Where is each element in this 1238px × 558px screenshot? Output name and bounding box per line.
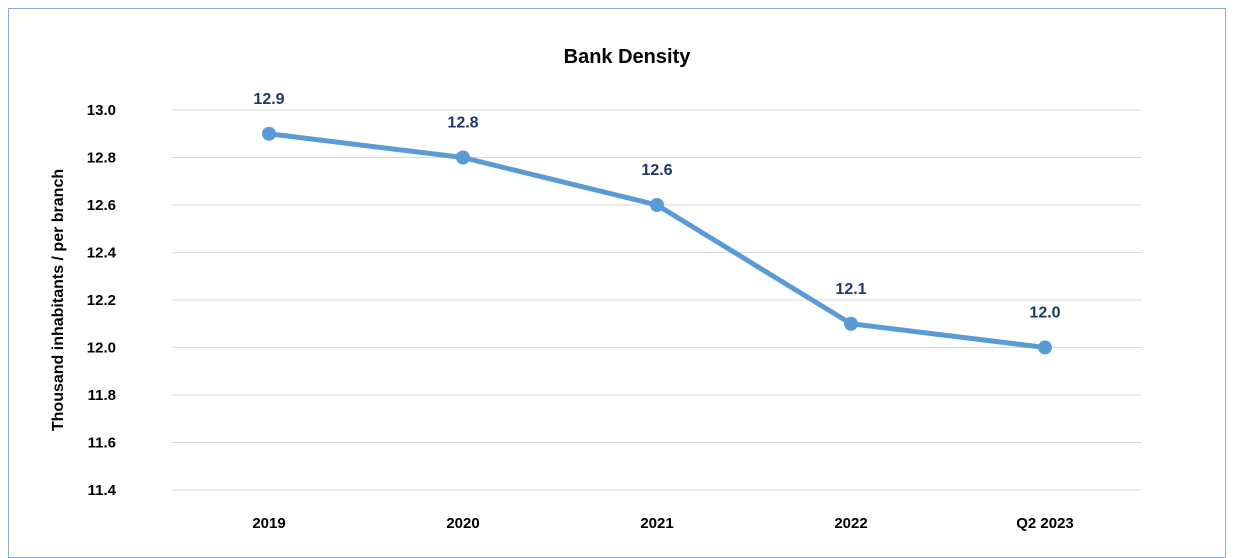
data-label: 12.6 [641, 162, 672, 179]
data-point [650, 198, 664, 212]
x-axis-ticks: 2019 2020 2021 2022 Q2 2023 [252, 515, 1073, 532]
data-label: 12.1 [835, 281, 866, 298]
y-tick-label: 11.4 [88, 482, 117, 499]
x-tick-label: 2021 [640, 515, 673, 532]
y-tick-label: 13.0 [87, 102, 116, 119]
y-tick-label: 12.0 [87, 340, 116, 357]
y-tick-label: 12.8 [87, 150, 116, 167]
y-tick-label: 11.6 [88, 435, 116, 452]
y-axis-label: Thousand inhabitants / per branch [50, 169, 67, 431]
x-tick-label: Q2 2023 [1016, 515, 1074, 532]
data-point [262, 126, 276, 141]
data-label: 12.0 [1029, 305, 1060, 322]
y-tick-label: 12.6 [87, 197, 116, 214]
chart-title: Bank Density [564, 46, 692, 68]
data-label: 12.9 [253, 91, 284, 108]
data-label: 12.8 [447, 115, 478, 132]
y-tick-label: 12.4 [87, 245, 117, 262]
data-points [262, 126, 1052, 355]
gridlines [172, 109, 1142, 491]
data-labels: 12.9 12.8 12.6 12.1 12.0 [253, 91, 1060, 322]
y-axis-ticks: 11.4 11.6 11.8 12.0 12.2 12.4 12.6 12.8 13.0 [87, 102, 117, 499]
data-point [844, 316, 858, 331]
x-tick-label: 2020 [446, 515, 479, 532]
chart-frame [8, 8, 1226, 558]
x-tick-label: 2022 [834, 515, 867, 532]
y-tick-label: 12.2 [87, 292, 116, 309]
data-point [456, 150, 470, 165]
data-point [1038, 340, 1052, 355]
x-tick-label: 2019 [252, 515, 285, 532]
y-tick-label: 11.8 [88, 387, 116, 404]
